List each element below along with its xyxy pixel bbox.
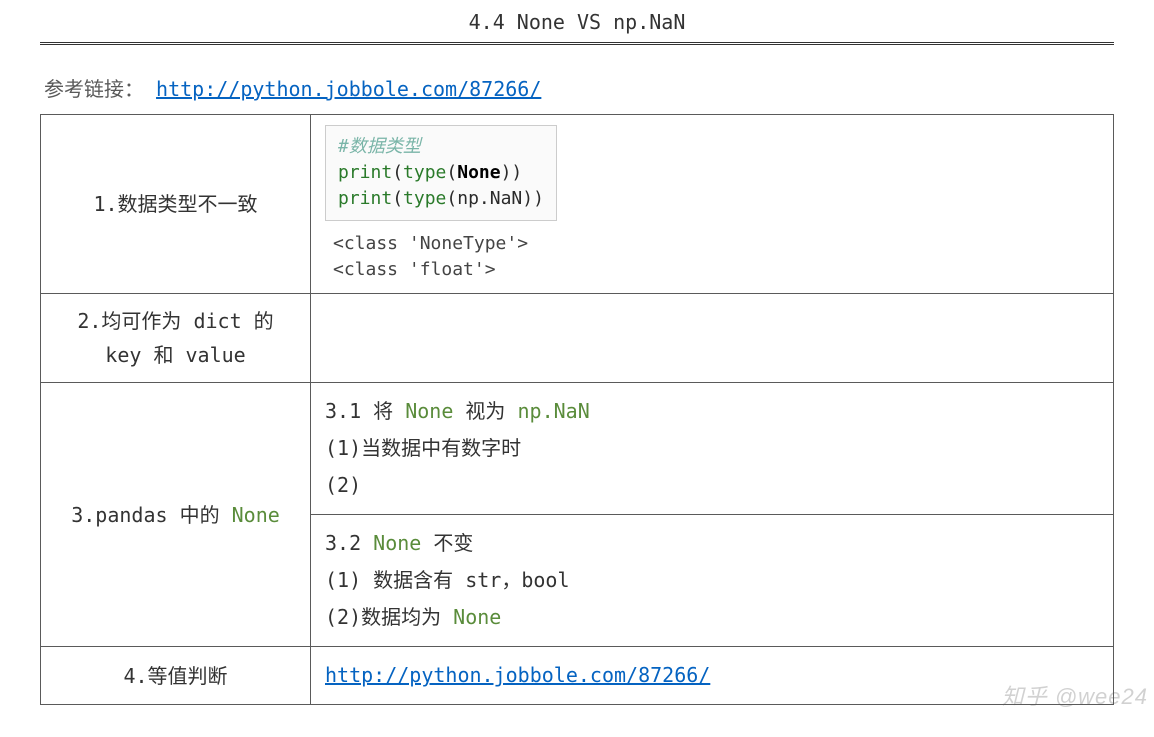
row4-label: 4.等值判断 [41, 647, 311, 705]
table-row: 3.pandas 中的 None 3.1 将 None 视为 np.NaN (1… [41, 383, 1114, 515]
code-token: ( [392, 188, 403, 209]
row3-label: 3.pandas 中的 None [41, 383, 311, 647]
text: (1)当数据中有数字时 [325, 430, 1099, 467]
row3b-content: 3.2 None 不变 (1) 数据含有 str，bool (2)数据均为 No… [311, 515, 1114, 647]
text: 3.1 将 [325, 399, 405, 423]
code-token: None [457, 162, 500, 183]
text: 不变 [421, 531, 473, 555]
text: 3.2 [325, 531, 373, 555]
keyword-none: None [232, 503, 280, 527]
output-line: <class 'float'> [333, 257, 1099, 283]
reference-label: 参考链接： [44, 77, 144, 101]
row3a-content: 3.1 将 None 视为 np.NaN (1)当数据中有数字时 (2) [311, 383, 1114, 515]
code-token: print [338, 188, 392, 209]
row4-content: http://python.jobbole.com/87266/ [311, 647, 1114, 705]
text: 视为 [453, 399, 517, 423]
code-token: print [338, 162, 392, 183]
text: (2)数据均为 [325, 605, 453, 629]
output-line: <class 'NoneType'> [333, 231, 1099, 257]
reference-line: 参考链接： http://python.jobbole.com/87266/ [40, 73, 1114, 102]
code-token: )) [501, 162, 523, 183]
row3-label-text: 3.pandas 中的 [71, 503, 231, 527]
row1-label: 1.数据类型不一致 [41, 115, 311, 294]
keyword-none: None [453, 605, 501, 629]
row2-label: 2.均可作为 dict 的 key 和 value [41, 294, 311, 383]
page-title: 4.4 None VS np.NaN [40, 0, 1114, 45]
code-token: type [403, 162, 446, 183]
code-token: (np.NaN)) [446, 188, 544, 209]
table-row: 2.均可作为 dict 的 key 和 value [41, 294, 1114, 383]
code-token: type [403, 188, 446, 209]
row1-content: #数据类型 print(type(None)) print(type(np.Na… [311, 115, 1114, 294]
row2-label-line2: key 和 value [105, 343, 245, 367]
code-block: #数据类型 print(type(None)) print(type(np.Na… [325, 125, 557, 221]
row2-content [311, 294, 1114, 383]
keyword-npnan: np.NaN [517, 399, 589, 423]
row4-link[interactable]: http://python.jobbole.com/87266/ [325, 663, 710, 687]
code-token: ( [446, 162, 457, 183]
row2-label-line1: 2.均可作为 dict 的 [77, 309, 273, 333]
comparison-table: 1.数据类型不一致 #数据类型 print(type(None)) print(… [40, 114, 1114, 705]
text: (2) [325, 467, 1099, 504]
code-comment: #数据类型 [338, 136, 421, 157]
code-output: <class 'NoneType'> <class 'float'> [325, 227, 1099, 283]
keyword-none: None [405, 399, 453, 423]
text: (1) 数据含有 str，bool [325, 562, 1099, 599]
keyword-none: None [373, 531, 421, 555]
table-row: 1.数据类型不一致 #数据类型 print(type(None)) print(… [41, 115, 1114, 294]
code-token: ( [392, 162, 403, 183]
table-row: 4.等值判断 http://python.jobbole.com/87266/ [41, 647, 1114, 705]
reference-link[interactable]: http://python.jobbole.com/87266/ [156, 77, 541, 101]
